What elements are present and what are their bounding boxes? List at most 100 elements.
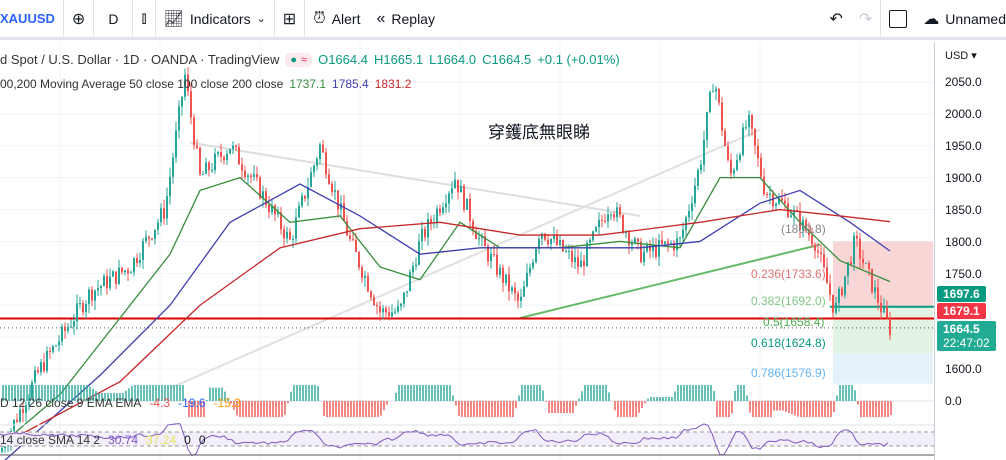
indicators-button[interactable]: 📈︎ Indicators ⌄ (156, 0, 275, 37)
macd-histogram-bar (437, 385, 439, 401)
macd-histogram-bar (770, 401, 772, 417)
macd-histogram-bar (224, 391, 226, 401)
candle-body (547, 239, 549, 245)
macd-histogram-bar (632, 401, 634, 417)
interval-button[interactable]: D (94, 0, 134, 37)
candle-body (337, 190, 339, 210)
macd-histogram-bar (710, 385, 712, 401)
price-chart[interactable] (0, 42, 934, 460)
candle-body (226, 153, 228, 161)
candle-body (253, 174, 255, 178)
macd-histogram-bar (101, 393, 103, 401)
layout-save-button[interactable]: ☁︎ Unnamed (915, 0, 1006, 37)
chart-type-button[interactable]: ⫾ (133, 0, 156, 37)
candle-body (361, 267, 363, 278)
macd-histogram-bar (839, 385, 841, 401)
macd-histogram-bar (752, 401, 754, 417)
candle-body (493, 254, 495, 256)
macd-histogram-bar (365, 401, 367, 417)
undo-button[interactable]: ↶ (821, 0, 850, 37)
candle-body (331, 183, 333, 192)
macd-histogram-bar (500, 401, 502, 417)
macd-histogram-bar (743, 385, 745, 401)
macd-histogram-bar (92, 388, 94, 401)
macd-histogram-bar (860, 401, 862, 417)
candle-body (313, 165, 315, 173)
candle-body (619, 207, 621, 216)
macd-histogram-bar (266, 401, 268, 417)
macd-histogram-bar (875, 401, 877, 417)
macd-histogram-bar (218, 387, 220, 401)
fib-05: 0.5(1658.4) (763, 315, 825, 329)
candle-body (412, 266, 414, 273)
macd-histogram-bar (17, 385, 19, 401)
macd-histogram-bar (104, 393, 106, 401)
candle-body (397, 306, 399, 312)
compare-button[interactable]: ⊕ (64, 0, 95, 37)
macd-histogram-bar (215, 387, 217, 401)
fib-zone (833, 306, 933, 354)
macd-histogram-bar (836, 395, 838, 401)
macd-histogram-bar (545, 401, 547, 402)
macd-histogram-bar (815, 401, 817, 417)
candle-body (97, 288, 99, 291)
macd-histogram-bar (134, 385, 136, 401)
macd-histogram-bar (491, 401, 493, 417)
candle-body (280, 212, 282, 230)
candle-body (754, 128, 756, 146)
replay-label: Replay (391, 10, 435, 27)
macd-histogram-bar (704, 385, 706, 401)
macd-histogram-bar (674, 391, 676, 401)
candle-body (667, 241, 669, 244)
candle-body (568, 250, 570, 252)
candle-body (805, 219, 807, 231)
dot-icon: ● (290, 53, 298, 66)
macd-histogram-bar (335, 401, 337, 417)
grid-icon: ⊞ (282, 10, 297, 28)
macd-histogram-bar (863, 401, 865, 417)
macd-histogram-bar (566, 401, 568, 413)
macd-histogram-bar (725, 401, 727, 417)
candle-body (205, 162, 207, 174)
macd-histogram-bar (332, 401, 334, 417)
candle-body (409, 272, 411, 292)
candle-body (91, 289, 93, 301)
fib-0236: 0.236(1733.6) (751, 267, 826, 281)
macd-histogram-bar (647, 398, 649, 401)
candle-body (319, 144, 321, 159)
candle-body (505, 274, 507, 283)
candle-body (121, 267, 123, 273)
symbol-search[interactable]: XAUUSD (0, 0, 64, 37)
macd-histogram-bar (347, 401, 349, 417)
currency-label[interactable]: USD ▾ (945, 50, 977, 62)
macd-histogram-bar (386, 401, 388, 405)
fib-zone (833, 353, 933, 384)
redo-button[interactable]: ↷ (851, 0, 882, 37)
macd-histogram-bar (785, 401, 787, 412)
macd-histogram-bar (452, 395, 454, 401)
candle-body (430, 219, 432, 224)
candle-body (880, 302, 882, 313)
candle-body (85, 304, 87, 313)
macd-histogram-bar (527, 385, 529, 401)
candle-body (415, 264, 417, 267)
macd-histogram-bar (50, 385, 52, 401)
macd-histogram-bar (671, 397, 673, 401)
macd-histogram-bar (827, 401, 829, 417)
macd-histogram-bar (755, 401, 757, 417)
candle-body (34, 370, 36, 383)
ma50-line (0, 176, 891, 447)
macd-histogram-bar (734, 391, 736, 401)
replay-button[interactable]: « Replay (368, 0, 443, 37)
macd-histogram-bar (662, 397, 664, 401)
macd-histogram-bar (80, 385, 82, 401)
last-price-label: 1664.5 22:47:02 (937, 321, 996, 351)
fullscreen-button[interactable] (881, 0, 915, 37)
candle-body (613, 214, 615, 218)
alert-button[interactable]: ⏰︎ Alert (305, 0, 368, 37)
price-axis[interactable]: USD ▾ 2050.0 2000.0 1950.0 1900.0 1850.0… (934, 42, 1006, 460)
templates-button[interactable]: ⊞ (275, 0, 306, 37)
square-icon (889, 9, 908, 28)
candle-body (553, 235, 555, 240)
candle-body (724, 130, 726, 147)
